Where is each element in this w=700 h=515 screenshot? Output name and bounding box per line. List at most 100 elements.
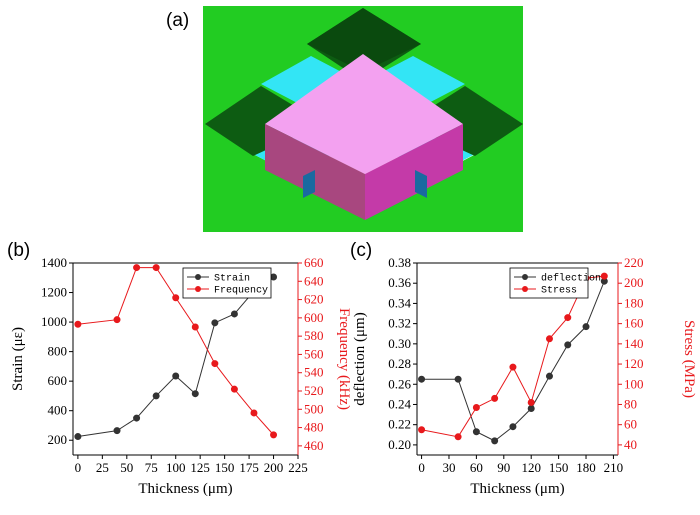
y-tick-label: 0.22 — [388, 417, 411, 432]
data-point-strain — [211, 319, 219, 327]
beam-top-left — [261, 56, 353, 106]
data-point-frequency — [113, 316, 121, 324]
y-tick-label: 0.32 — [388, 316, 411, 331]
series-line-frequency — [77, 267, 274, 436]
series-line-stress — [421, 275, 605, 438]
x-tick-label: 150 — [215, 460, 235, 475]
data-point-deflection — [509, 423, 517, 431]
data-point-strain — [270, 273, 278, 281]
y2-tick-label: 180 — [624, 295, 644, 310]
data-point-stress — [454, 433, 462, 441]
legend-marker — [522, 274, 528, 280]
x-tick-label: 25 — [96, 460, 109, 475]
y2-tick-label: 660 — [304, 255, 324, 270]
data-point-frequency — [250, 409, 258, 417]
y2-tick-label: 480 — [304, 420, 324, 435]
y-axis-label: Strain (με) — [10, 327, 26, 391]
y2-tick-label: 40 — [624, 437, 637, 452]
proof-mass-top — [265, 54, 463, 174]
pad-top-face — [307, 8, 421, 72]
legend-label: Frequency — [214, 286, 268, 297]
y2-tick-label: 500 — [304, 401, 324, 416]
x-tick-label: 50 — [120, 460, 133, 475]
y-tick-label: 0.20 — [388, 437, 411, 452]
panel-label-a: (a) — [166, 10, 190, 31]
y2-tick-label: 60 — [624, 417, 637, 432]
x-tick-label: 0 — [418, 460, 425, 475]
legend-marker — [522, 286, 528, 292]
y2-axis-label: Frequency (kHz) — [336, 308, 350, 410]
y-axis-label: deflection (μm) — [352, 312, 368, 405]
legend-marker — [195, 274, 201, 280]
legend-label: Strain — [214, 273, 250, 285]
y-tick-label: 800 — [48, 344, 68, 359]
y-tick-label: 0.34 — [388, 295, 411, 310]
y2-tick-label: 200 — [624, 275, 644, 290]
y2-tick-label: 80 — [624, 396, 637, 411]
data-point-deflection — [527, 405, 535, 413]
y2-tick-label: 580 — [304, 328, 324, 343]
data-point-strain — [191, 390, 199, 398]
y2-tick-label: 640 — [304, 273, 324, 288]
data-point-strain — [230, 310, 238, 318]
data-point-frequency — [270, 431, 278, 439]
panel-label-b: (b) — [7, 240, 31, 261]
x-tick-label: 100 — [166, 460, 186, 475]
x-tick-label: 75 — [145, 460, 158, 475]
data-point-strain — [172, 372, 180, 380]
data-point-strain — [113, 427, 121, 435]
y-tick-label: 0.30 — [388, 336, 411, 351]
x-axis-label: Thickness (μm) — [470, 481, 564, 497]
y-tick-label: 0.24 — [388, 396, 411, 411]
y2-tick-label: 620 — [304, 292, 324, 307]
data-point-deflection — [545, 372, 553, 380]
data-point-frequency — [133, 264, 141, 272]
x-tick-label: 150 — [549, 460, 569, 475]
x-axis-label: Thickness (μm) — [138, 481, 232, 497]
y-tick-label: 0.36 — [388, 275, 411, 290]
y-tick-label: 0.26 — [388, 376, 411, 391]
data-point-deflection — [582, 323, 590, 331]
data-point-strain — [133, 414, 141, 422]
x-tick-label: 0 — [75, 460, 82, 475]
data-point-stress — [491, 394, 499, 402]
data-point-frequency — [230, 385, 238, 393]
x-tick-label: 180 — [576, 460, 596, 475]
data-point-frequency — [152, 264, 160, 272]
y-tick-label: 1200 — [41, 285, 67, 300]
x-tick-label: 200 — [264, 460, 284, 475]
data-point-deflection — [491, 437, 499, 445]
data-point-deflection — [564, 341, 572, 349]
data-point-frequency — [191, 323, 199, 331]
panel-label-c: (c) — [350, 240, 373, 261]
y-tick-label: 200 — [48, 432, 68, 447]
y-tick-label: 600 — [48, 373, 68, 388]
data-point-stress — [418, 426, 426, 434]
y-tick-label: 400 — [48, 403, 68, 418]
beam-top-right — [371, 56, 465, 106]
data-point-stress — [527, 398, 535, 406]
x-tick-label: 90 — [497, 460, 510, 475]
data-point-stress — [600, 272, 608, 280]
x-tick-label: 175 — [239, 460, 259, 475]
data-point-frequency — [172, 294, 180, 302]
data-point-strain — [74, 433, 82, 441]
x-tick-label: 120 — [521, 460, 541, 475]
y2-tick-label: 560 — [304, 346, 324, 361]
y2-tick-label: 520 — [304, 383, 324, 398]
y2-axis-label: Stress (MPa) — [681, 320, 697, 398]
data-point-deflection — [454, 375, 462, 383]
y2-tick-label: 140 — [624, 336, 644, 351]
x-tick-label: 125 — [190, 460, 210, 475]
x-tick-label: 210 — [604, 460, 624, 475]
chart-c: 0 30 60 90 120 150 180 210 0.20 0.22 0.24 0.26 0.28 0… — [352, 255, 697, 497]
y2-tick-label: 600 — [304, 310, 324, 325]
series-line-deflection — [421, 281, 605, 442]
legend-box — [182, 267, 272, 299]
y-tick-label: 1400 — [41, 255, 67, 270]
proof-mass-right-side — [365, 124, 463, 220]
series-line-strain — [77, 276, 274, 438]
legend-label: deflection — [541, 273, 601, 285]
legend-box — [509, 267, 589, 299]
data-point-frequency — [211, 360, 219, 368]
